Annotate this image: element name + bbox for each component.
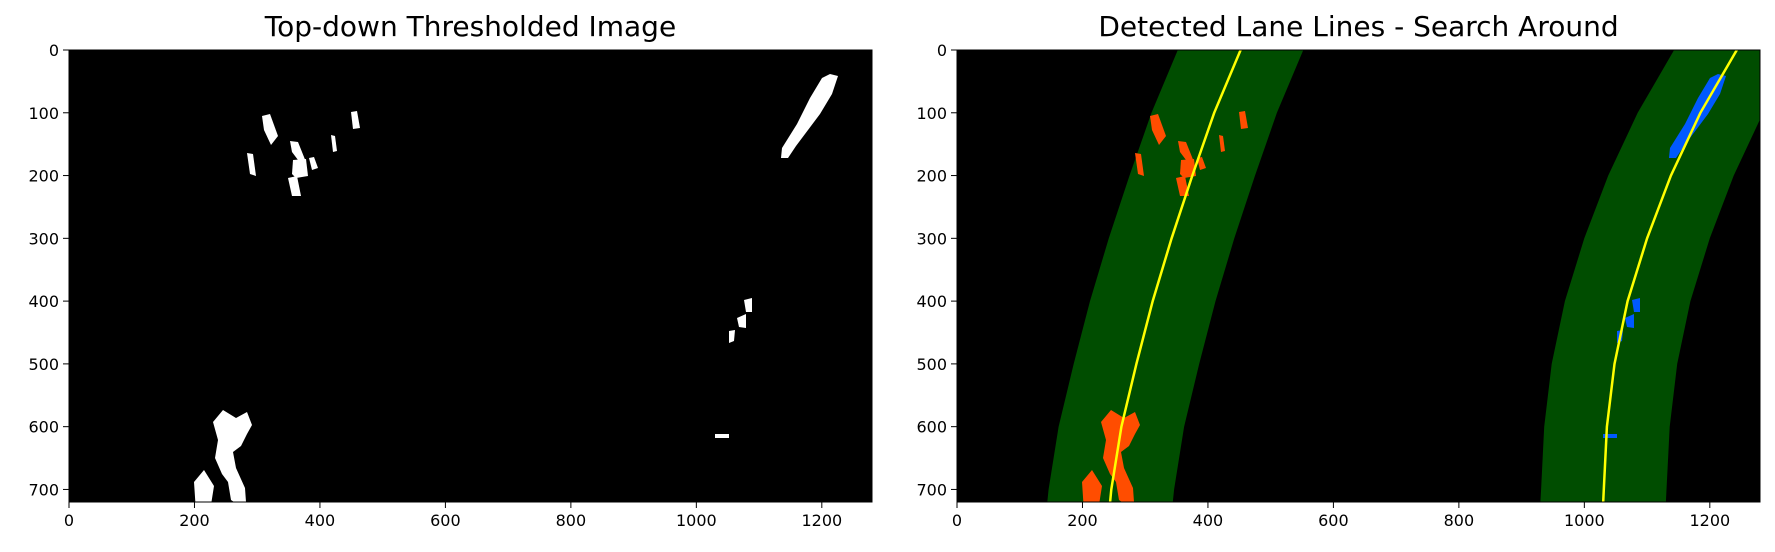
x-tick-label: 1000 [676,511,717,530]
x-tick-label: 400 [305,511,336,530]
left-lane-blob-top [1101,410,1140,502]
y-tick-label: 300 [916,229,947,248]
speck-h [351,111,360,129]
x-axis: 0 200 400 600 800 1000 1200 [952,502,1730,530]
panel-thresholded: Top-down Thresholded Image [28,10,873,552]
speck-g [1219,135,1225,152]
y-tick-label: 500 [916,355,947,374]
x-tick-label: 200 [1067,511,1098,530]
x-tick-label: 800 [1444,511,1475,530]
right-lane-dash [1603,434,1617,438]
speck-c [290,141,306,162]
x-tick-label: 0 [64,511,74,530]
y-tick-label: 600 [28,418,59,437]
x-tick-label: 200 [179,511,210,530]
speck-a [1150,114,1166,145]
x-tick-label: 1200 [1689,511,1730,530]
y-tick-label: 0 [937,41,947,60]
right-lane-blob-mid3 [744,298,752,312]
y-tick-label: 200 [28,167,59,186]
right-lane-blob-top [781,74,838,158]
left-lane-blob-low [1084,545,1101,552]
right-lane-blob-mid [729,330,735,343]
y-tick-label: 400 [28,292,59,311]
x-tick-label: 800 [556,511,587,530]
speck-f [1197,157,1206,170]
y-tick-label: 0 [49,41,59,60]
right-lane-fit-line [1601,50,1738,502]
left-lane-pixels [1082,111,1248,552]
panel-detected-lanes: Detected Lane Lines - Search Around [916,10,1761,552]
x-tick-label: 1200 [801,511,842,530]
x-tick-label: 600 [430,511,461,530]
image-background [69,50,872,502]
speck-e [288,176,301,196]
speck-f [309,157,318,170]
y-axis: 0 100 200 300 400 500 600 700 [28,41,69,499]
threshold-pixels [194,74,838,552]
x-tick-label: 600 [1318,511,1349,530]
axes-frame [68,49,873,503]
right-lane-blob-mid2 [737,314,746,328]
x-tick-label: 0 [952,511,962,530]
left-lane-blob-mid [1082,470,1102,502]
x-tick-label: 400 [1193,511,1224,530]
left-lane-blob-top [213,410,252,502]
axes-frame [956,49,1761,503]
speck-d [292,159,308,178]
y-tick-label: 400 [916,292,947,311]
y-tick-label: 700 [916,480,947,499]
x-axis: 0 200 400 600 800 1000 1200 [64,502,842,530]
speck-b [1135,153,1144,176]
panel-title: Detected Lane Lines - Search Around [1098,10,1618,43]
y-axis: 0 100 200 300 400 500 600 700 [916,41,957,499]
y-tick-label: 100 [916,104,947,123]
x-tick-label: 1000 [1564,511,1605,530]
right-search-band [1540,50,1760,502]
y-tick-label: 100 [28,104,59,123]
left-lane-fit-line [1108,50,1242,502]
left-lane-blob-low [196,545,213,552]
speck-e [1176,176,1189,196]
right-lane-blob-mid2 [1625,314,1634,328]
y-tick-label: 500 [28,355,59,374]
speck-b [247,153,256,176]
y-tick-label: 300 [28,229,59,248]
right-lane-blob-mid3 [1632,298,1640,312]
panel-title: Top-down Thresholded Image [264,10,676,43]
speck-g [331,135,337,152]
y-tick-label: 600 [916,418,947,437]
speck-a [262,114,278,145]
speck-c [1178,141,1194,162]
y-tick-label: 700 [28,480,59,499]
left-search-band [1047,50,1304,502]
speck-h [1239,111,1248,129]
y-tick-label: 200 [916,167,947,186]
right-lane-dash [715,434,729,438]
left-lane-blob-mid [194,470,214,502]
